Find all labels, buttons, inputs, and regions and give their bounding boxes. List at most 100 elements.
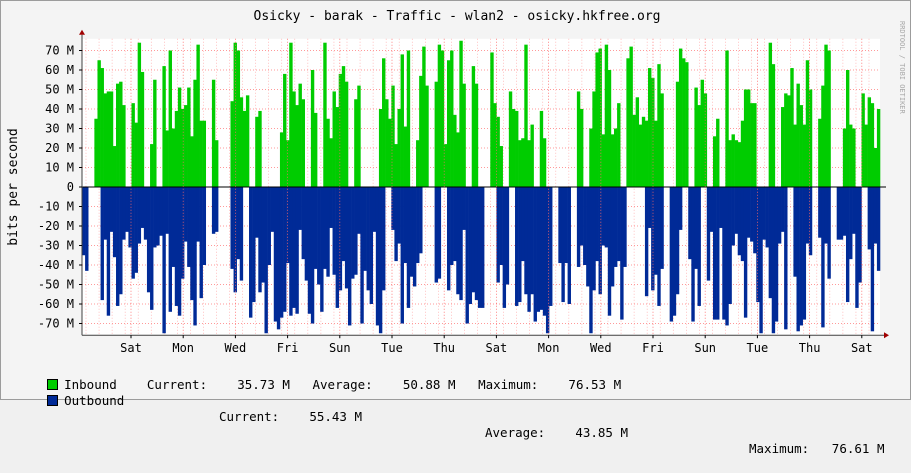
inbound-maximum-value: 76.53 M	[568, 377, 622, 392]
outbound-bar	[338, 187, 343, 291]
inbound-bar	[740, 120, 745, 187]
outbound-bar	[604, 187, 609, 248]
outbound-bar	[419, 187, 423, 254]
inbound-bar	[521, 138, 525, 187]
x-tick-label: Fri	[642, 341, 664, 355]
outbound-bar	[100, 187, 104, 301]
outbound-bar	[691, 187, 695, 322]
inbound-bar	[641, 116, 646, 187]
outbound-bar	[199, 187, 203, 299]
outbound-bar	[434, 187, 438, 283]
y-tick-label: 0	[67, 180, 74, 194]
outbound-bar	[784, 187, 788, 330]
x-tick-labels: Sat Mon Wed Fri Sun Tue Thu Sat Mon Wed Fri Sun Tue T…	[120, 38, 873, 355]
outbound-bar	[558, 187, 562, 264]
inbound-bar	[462, 83, 466, 187]
y-tick-label: -30 M	[38, 239, 74, 253]
inbound-bar	[440, 50, 445, 187]
outbound-bar	[270, 187, 275, 232]
inbound-bar	[654, 120, 658, 187]
outbound-bar	[215, 187, 219, 232]
inbound-bar	[496, 116, 500, 187]
outbound-bar	[839, 187, 844, 240]
outbound-bar	[406, 187, 411, 308]
inbound-bar	[700, 79, 704, 187]
inbound-current-label: Current:	[146, 377, 208, 392]
x-tick-label: Sun	[694, 341, 716, 355]
y-tick-label: -70 M	[38, 317, 74, 331]
inbound-bar	[279, 132, 284, 187]
outbound-bar	[524, 187, 528, 295]
inbound-bar	[106, 91, 111, 187]
x-tick-label: Fri	[277, 341, 299, 355]
inbound-bar	[184, 105, 188, 187]
inbound-bar	[731, 134, 735, 187]
inbound-bar	[459, 40, 463, 187]
outbound-bar	[672, 187, 677, 316]
outbound-bar	[258, 187, 262, 293]
outbound-bar	[750, 187, 754, 242]
outbound-bar	[341, 187, 346, 262]
inbound-bar	[617, 103, 621, 187]
inbound-bar	[242, 110, 247, 187]
outbound-bar	[870, 187, 875, 332]
inbound-swatch	[47, 379, 59, 390]
inbound-bar	[629, 46, 633, 187]
inbound-bar	[499, 146, 503, 187]
inbound-bar	[626, 58, 630, 187]
outbound-bar	[539, 187, 544, 310]
y-tick-label: -20 M	[38, 219, 74, 233]
inbound-bar	[177, 87, 182, 187]
outbound-bar	[128, 187, 132, 248]
inbound-bar	[301, 99, 305, 187]
inbound-bar	[162, 66, 166, 187]
outbound-bar	[252, 187, 256, 303]
outbound-current-label: Current:	[219, 409, 280, 424]
inbound-bar	[601, 134, 606, 187]
inbound-bar	[199, 120, 203, 187]
outbound-bar	[202, 187, 207, 265]
outbound-bar	[796, 187, 800, 332]
inbound-bar	[781, 107, 785, 187]
inbound-bar	[450, 50, 454, 187]
inbound-bar	[638, 124, 643, 187]
outbound-bar	[771, 187, 776, 334]
y-tick-label: 50 M	[45, 83, 74, 97]
outbound-bar	[378, 187, 383, 334]
y-tick-label: -60 M	[38, 297, 74, 311]
outbound-bar	[821, 187, 825, 328]
inbound-bar	[682, 58, 686, 187]
x-tick-label: Sat	[486, 341, 508, 355]
outbound-bar	[391, 187, 395, 230]
inbound-average-label: Average:	[312, 377, 373, 392]
inbound-bar	[295, 105, 299, 187]
outbound-bar	[845, 187, 850, 303]
outbound-bar	[174, 187, 179, 306]
outbound-swatch	[47, 395, 59, 406]
x-tick-label: Thu	[799, 341, 821, 355]
outbound-bar	[549, 187, 553, 306]
inbound-bar	[821, 85, 825, 187]
inbound-bar	[289, 42, 293, 188]
inbound-bar	[511, 109, 516, 187]
outbound-bar	[267, 187, 271, 265]
inbound-bar	[341, 66, 346, 187]
inbound-bar	[827, 50, 831, 187]
inbound-bar	[425, 85, 429, 187]
inbound-bar	[283, 73, 287, 187]
inbound-bar	[394, 144, 398, 187]
inbound-bar	[116, 83, 120, 187]
legend-outbound-label: Outbound	[64, 393, 125, 408]
inbound-bar	[579, 109, 584, 187]
outbound-bar	[648, 187, 652, 228]
outbound-bar	[855, 187, 859, 308]
inbound-bar	[180, 109, 185, 187]
outbound-bar	[805, 187, 810, 244]
outbound-bar	[366, 187, 370, 291]
outbound-bar	[85, 187, 89, 271]
outbound-bar	[502, 187, 507, 308]
inbound-bar	[703, 93, 708, 187]
inbound-bar	[542, 138, 547, 187]
outbound-bar	[165, 187, 169, 234]
outbound-bar	[82, 187, 86, 256]
